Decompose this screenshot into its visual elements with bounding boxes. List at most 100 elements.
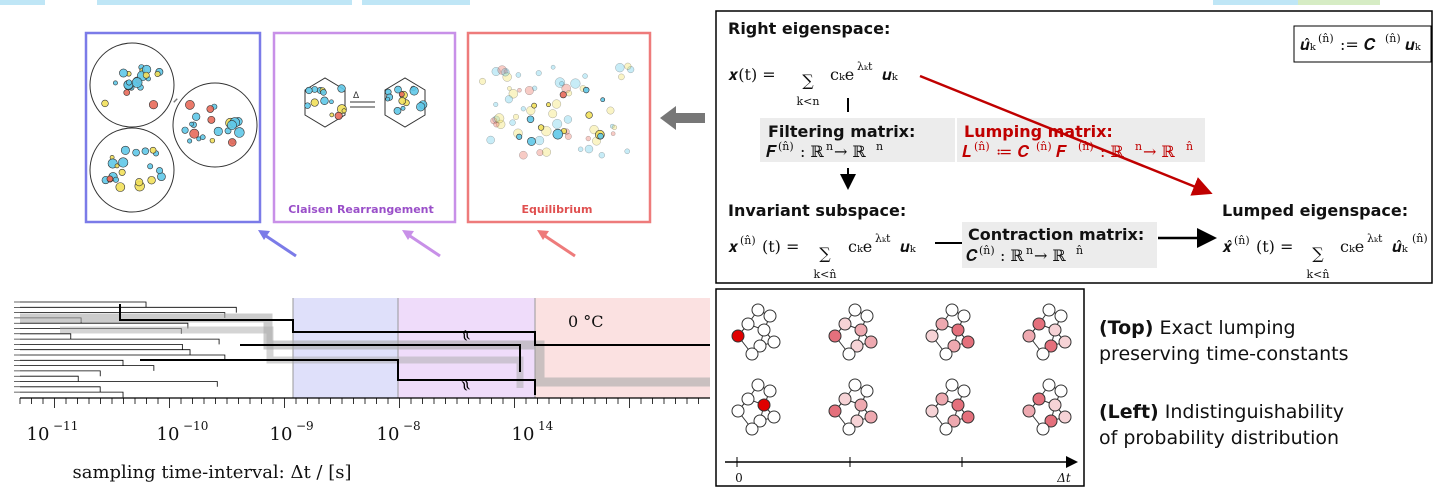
node bbox=[855, 399, 867, 411]
atom bbox=[551, 65, 555, 69]
gray-arrow bbox=[660, 106, 705, 130]
atom bbox=[536, 70, 542, 76]
atom bbox=[607, 107, 614, 114]
node bbox=[758, 324, 770, 336]
eq-part: cₖe bbox=[848, 237, 872, 256]
atom bbox=[329, 100, 333, 104]
branch bbox=[20, 360, 123, 365]
atom bbox=[338, 85, 346, 93]
branch bbox=[20, 392, 123, 397]
branch bbox=[20, 387, 100, 392]
eq-part: ∑ bbox=[819, 244, 831, 263]
atom bbox=[121, 146, 129, 154]
eq-part: (n̂) bbox=[974, 140, 990, 153]
eq-part: 𝒖̂ₖ bbox=[1392, 237, 1409, 256]
atom bbox=[487, 136, 495, 144]
atom bbox=[187, 139, 191, 143]
branch bbox=[20, 302, 146, 307]
branch bbox=[20, 334, 71, 339]
atom bbox=[207, 106, 214, 113]
page: { "panels": { "claisen": "Claisen Rearra… bbox=[0, 0, 1433, 487]
eq-part: : ℝ bbox=[1100, 142, 1124, 161]
eq-part: (n̂) bbox=[1412, 232, 1428, 245]
eq-part: → ℝ bbox=[1143, 142, 1175, 161]
eq-part: n̂ bbox=[1186, 140, 1193, 153]
node bbox=[1059, 411, 1071, 423]
figure: Δ Claisen Rearrangement Equilibrium 0 °C… bbox=[0, 0, 1433, 487]
atom bbox=[507, 86, 511, 90]
atom bbox=[564, 116, 572, 124]
eq-part: n bbox=[1026, 244, 1033, 257]
x-tick-label: 10 bbox=[27, 424, 50, 445]
atom bbox=[399, 97, 406, 104]
atom bbox=[200, 135, 205, 140]
node bbox=[958, 310, 970, 322]
atom bbox=[118, 158, 128, 168]
eq-part: : ℝ bbox=[800, 142, 824, 161]
atom bbox=[190, 122, 194, 126]
node bbox=[1023, 405, 1035, 417]
atom bbox=[501, 68, 509, 76]
heading: Contraction matrix: bbox=[968, 225, 1144, 244]
atom bbox=[113, 81, 117, 85]
atom bbox=[615, 63, 624, 72]
node bbox=[962, 336, 974, 348]
molecule-panels: Δ Claisen Rearrangement Equilibrium bbox=[86, 33, 650, 256]
atom bbox=[598, 133, 604, 139]
atom bbox=[493, 102, 498, 107]
node bbox=[1043, 304, 1055, 316]
branch bbox=[20, 366, 154, 371]
x-tick-label: 10 bbox=[157, 424, 180, 445]
atom bbox=[565, 133, 571, 139]
atom bbox=[410, 87, 419, 96]
top-strips bbox=[0, 0, 1380, 5]
atom bbox=[566, 90, 572, 96]
node bbox=[926, 405, 938, 417]
node bbox=[940, 348, 952, 360]
node bbox=[1033, 393, 1045, 405]
node bbox=[742, 393, 754, 405]
atom bbox=[214, 127, 223, 136]
node bbox=[855, 324, 867, 336]
atom bbox=[182, 127, 188, 133]
atom bbox=[599, 152, 605, 158]
atom bbox=[133, 149, 140, 156]
atom bbox=[401, 106, 405, 110]
atom bbox=[210, 138, 215, 143]
node bbox=[926, 330, 938, 342]
atom bbox=[571, 79, 581, 89]
caption-line: preserving time-constants bbox=[1099, 343, 1349, 365]
caption-line: (Left) Indistinguishability bbox=[1099, 401, 1344, 423]
node bbox=[843, 423, 855, 435]
eq-part: cₖe bbox=[830, 65, 854, 84]
heading: Filtering matrix: bbox=[768, 122, 915, 141]
atom bbox=[516, 72, 521, 77]
atom bbox=[321, 97, 329, 105]
atom bbox=[535, 136, 544, 145]
node bbox=[732, 330, 744, 342]
atom bbox=[510, 120, 516, 126]
node bbox=[940, 423, 952, 435]
atom bbox=[552, 119, 561, 128]
atom bbox=[155, 71, 160, 76]
delta-sign: Δ bbox=[353, 91, 360, 101]
panel-label: Equilibrium bbox=[522, 203, 593, 216]
atom bbox=[583, 87, 589, 93]
atom bbox=[234, 128, 244, 138]
eq-part: 𝒙 bbox=[728, 237, 739, 256]
node bbox=[768, 411, 780, 423]
atom bbox=[192, 113, 200, 121]
node bbox=[962, 411, 974, 423]
eq-part: (n̂) bbox=[778, 140, 794, 153]
atom bbox=[116, 183, 125, 192]
x-tick-label: 10 bbox=[512, 424, 535, 445]
node bbox=[732, 405, 744, 417]
atom bbox=[342, 109, 346, 113]
node bbox=[849, 379, 861, 391]
panel-box bbox=[274, 33, 455, 222]
x-tick-exp: −8 bbox=[403, 419, 421, 433]
eq-part: cₖe bbox=[1340, 237, 1364, 256]
atom bbox=[559, 81, 563, 85]
heading: Lumped eigenspace: bbox=[1222, 201, 1408, 220]
